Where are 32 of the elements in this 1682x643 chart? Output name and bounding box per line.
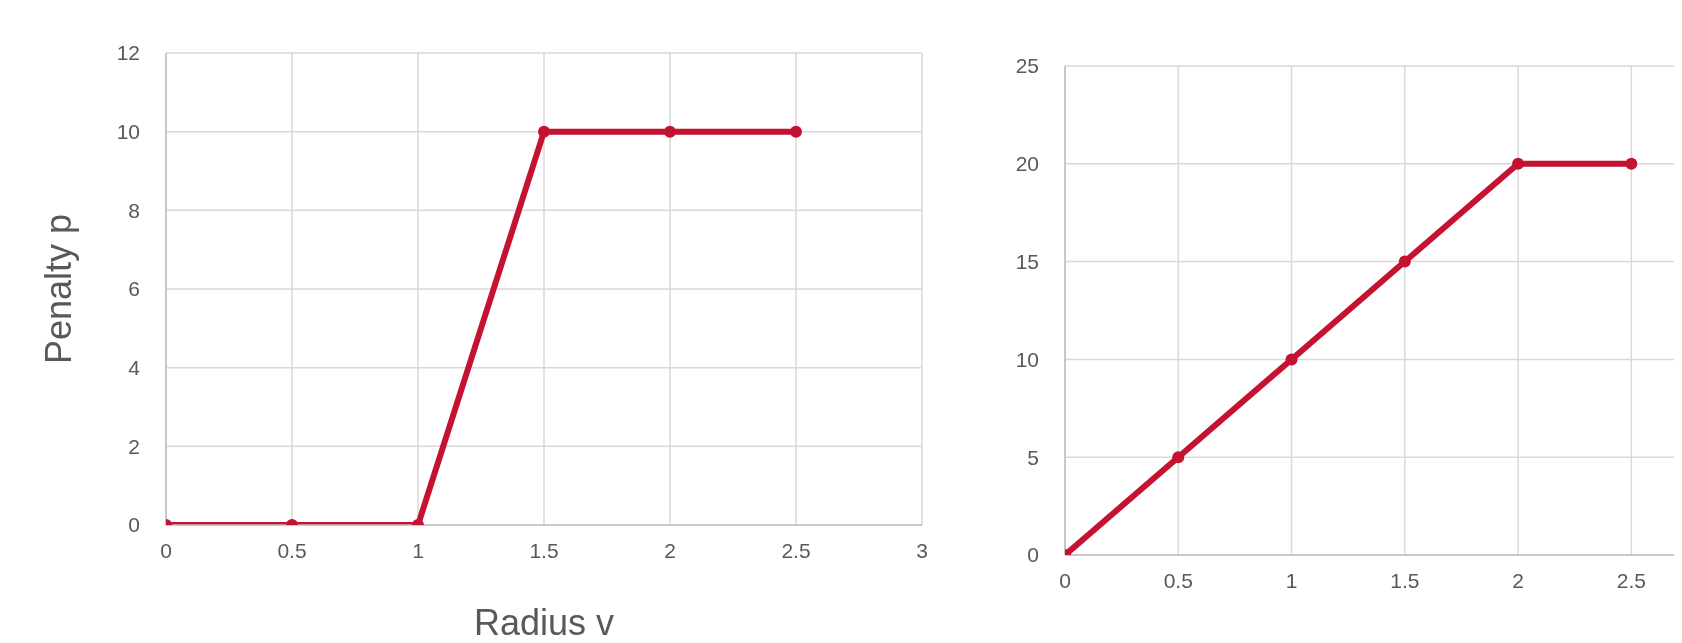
- y-tick-label: 10: [116, 120, 140, 144]
- x-tick-label: 1.5: [1390, 568, 1420, 592]
- x-tick-label: 0: [160, 538, 172, 562]
- y-tick-label: 25: [1015, 54, 1039, 78]
- y-tick-label: 10: [1015, 347, 1039, 371]
- x-axis-title: Radius v: [473, 602, 615, 643]
- x-tick-label: 3: [916, 538, 928, 562]
- y-tick-label: 6: [128, 277, 140, 301]
- x-tick-label: 1.5: [529, 538, 559, 562]
- x-tick-label: 2: [1512, 568, 1524, 592]
- y-tick-label: 2: [128, 434, 140, 458]
- y-tick-label: 20: [1015, 152, 1039, 176]
- x-tick-label: 2.5: [781, 538, 811, 562]
- x-tick-label: 1: [1285, 568, 1298, 592]
- y-tick-label: 12: [116, 41, 140, 65]
- y-tick-label: 5: [1027, 445, 1039, 469]
- y-tick-label: 0: [128, 513, 140, 537]
- x-tick-label: 2.5: [1616, 568, 1646, 592]
- y-axis-title: Penalty p: [37, 213, 79, 365]
- y-tick-label: 4: [128, 356, 141, 380]
- x-tick-label: 0.5: [1163, 568, 1193, 592]
- x-tick-label: 2: [664, 538, 676, 562]
- x-tick-label: 0.5: [277, 538, 307, 562]
- point: [1172, 451, 1185, 464]
- x-tick-label: 1: [412, 538, 424, 562]
- y-tick-label: 8: [128, 198, 140, 222]
- point: [1398, 255, 1411, 268]
- point: [1285, 353, 1298, 366]
- x-tick-label: 0: [1059, 568, 1071, 592]
- y-tick-label: 15: [1015, 250, 1039, 274]
- point: [1625, 157, 1638, 170]
- point: [1512, 157, 1525, 170]
